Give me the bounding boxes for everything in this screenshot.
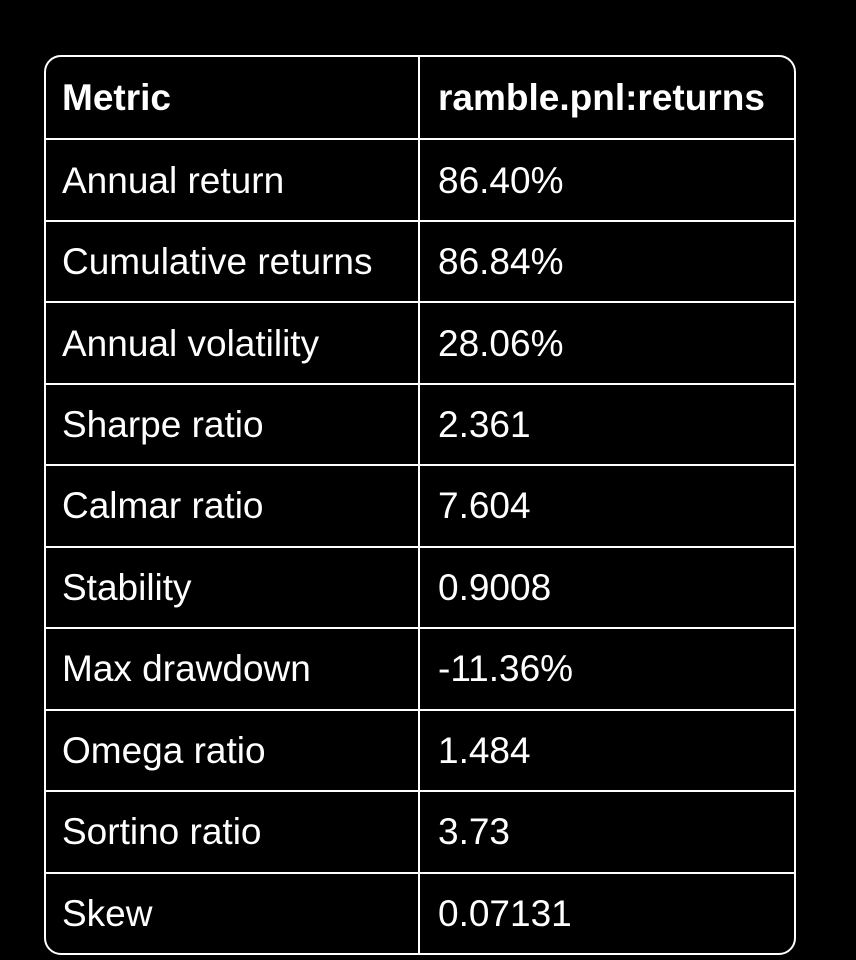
metric-name-cell: Annual volatility <box>62 322 320 364</box>
metric-value-cell: 0.9008 <box>418 547 794 628</box>
metric-value-cell: 86.40% <box>418 140 794 220</box>
table-row: Cumulative returns 86.84% <box>46 219 794 302</box>
metric-name-cell: Annual return <box>62 159 285 201</box>
metric-name-cell: Omega ratio <box>62 729 266 771</box>
metric-name-cell: Skew <box>62 892 153 934</box>
table-row: Annual volatility 28.06% <box>46 301 794 383</box>
metric-value-cell: -11.36% <box>418 629 794 709</box>
table-row: Sharpe ratio 2.361 <box>46 382 794 465</box>
table-header-row: Metric ramble.pnl:returns <box>46 57 794 139</box>
table-row: Calmar ratio 7.604 <box>46 464 794 546</box>
metric-value-cell: 3.73 <box>418 792 794 872</box>
table-row: Sortino ratio 3.73 <box>46 790 794 872</box>
table-row: Skew 0.07131 <box>46 871 794 953</box>
table-row: Max drawdown -11.36% <box>46 627 794 709</box>
metric-name-cell: Sortino ratio <box>62 811 262 853</box>
column-header-metric: Metric <box>62 77 171 119</box>
column-header-series: ramble.pnl:returns <box>418 57 794 139</box>
metric-value-cell: 7.604 <box>418 466 794 546</box>
table-row: Annual return 86.40% <box>46 138 794 220</box>
metric-value-cell: 0.07131 <box>418 873 794 953</box>
metric-name-cell: Calmar ratio <box>62 485 264 527</box>
metric-value-cell: 86.84% <box>418 221 794 302</box>
metric-name-cell: Stability <box>62 566 192 608</box>
metric-name-cell: Sharpe ratio <box>62 404 264 446</box>
table-row: Omega ratio 1.484 <box>46 708 794 791</box>
table-row: Stability 0.9008 <box>46 545 794 628</box>
metric-value-cell: 28.06% <box>418 303 794 383</box>
metric-name-cell: Max drawdown <box>62 648 311 690</box>
performance-stats-table: Metric ramble.pnl:returns Annual return … <box>44 55 796 955</box>
metric-value-cell: 2.361 <box>418 384 794 465</box>
metric-value-cell: 1.484 <box>418 710 794 791</box>
metric-name-cell: Cumulative returns <box>62 241 373 283</box>
